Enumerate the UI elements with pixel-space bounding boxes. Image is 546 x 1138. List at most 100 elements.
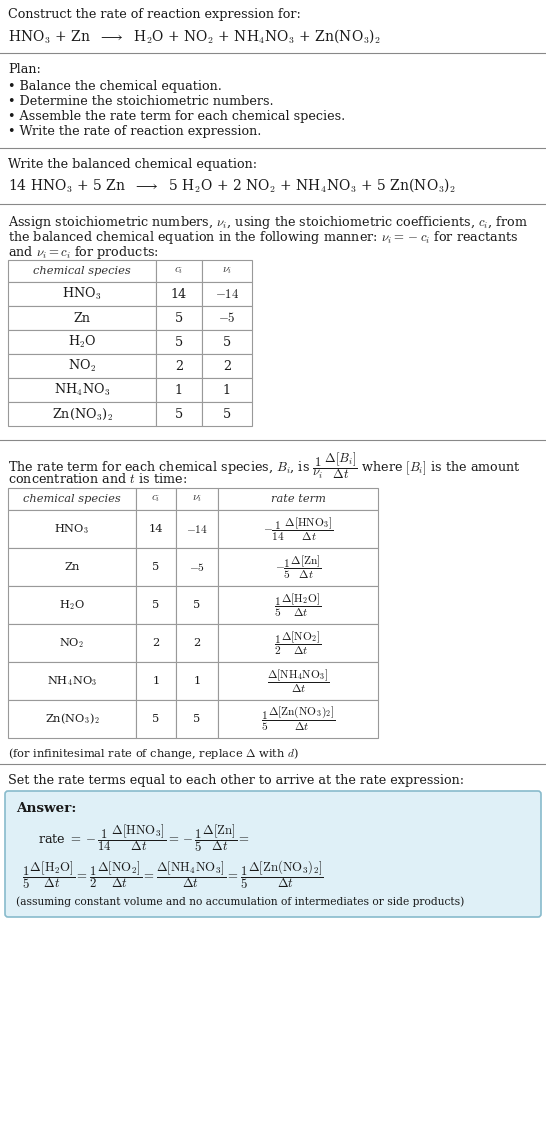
Bar [156,330,202,354]
Text: Plan:: Plan: [8,63,41,76]
Text: $\nu_i$: $\nu_i$ [192,494,202,504]
Text: $\dfrac{1}{5}\dfrac{\Delta[\mathrm{H_2O}]}{\Delta t}$: $\dfrac{1}{5}\dfrac{\Delta[\mathrm{H_2O}… [274,592,322,619]
Text: Assign stoichiometric numbers, $\nu_i$, using the stoichiometric coefficients, $: Assign stoichiometric numbers, $\nu_i$, … [8,214,528,231]
Text: 5: 5 [175,312,183,324]
Bar [8,662,136,700]
Bar [8,510,136,549]
Bar [176,549,218,586]
Bar [176,510,218,549]
Text: 5: 5 [152,714,159,724]
Bar [156,402,202,426]
Text: $\nu_i$: $\nu_i$ [222,265,232,277]
Bar [8,282,156,306]
Bar [136,700,176,739]
Text: $-5$: $-5$ [218,311,236,325]
Bar [156,378,202,402]
Bar [202,306,252,330]
Bar [136,510,176,549]
Bar [156,282,202,306]
Text: 5: 5 [223,407,231,421]
Text: chemical species: chemical species [23,494,121,504]
FancyBboxPatch shape [5,791,541,917]
Text: 5: 5 [193,714,200,724]
Text: 2: 2 [175,360,183,372]
Text: Zn(NO$_3$)$_2$: Zn(NO$_3$)$_2$ [45,711,99,726]
Text: Construct the rate of reaction expression for:: Construct the rate of reaction expressio… [8,8,301,20]
Text: 5: 5 [175,407,183,421]
Bar [202,402,252,426]
Text: $\dfrac{\Delta[\mathrm{NH_4NO_3}]}{\Delta t}$: $\dfrac{\Delta[\mathrm{NH_4NO_3}]}{\Delt… [266,667,329,695]
Bar [176,586,218,624]
Bar [8,330,156,354]
Text: rate $= -\dfrac{1}{14}\dfrac{\Delta[\mathrm{HNO_3}]}{\Delta t} = -\dfrac{1}{5}\d: rate $= -\dfrac{1}{14}\dfrac{\Delta[\mat… [38,822,250,854]
Text: H$_2$O: H$_2$O [59,599,85,612]
Bar [8,354,156,378]
Bar [176,488,218,510]
Text: 14: 14 [171,288,187,300]
Text: 2: 2 [193,638,200,648]
Bar [202,259,252,282]
Bar [218,700,378,739]
Text: $\dfrac{1}{5}\dfrac{\Delta[\mathrm{H_2O}]}{\Delta t} = \dfrac{1}{2}\dfrac{\Delta: $\dfrac{1}{5}\dfrac{\Delta[\mathrm{H_2O}… [22,858,324,891]
Text: (for infinitesimal rate of change, replace $\Delta$ with $d$): (for infinitesimal rate of change, repla… [8,747,299,761]
Text: 5: 5 [152,600,159,610]
Text: $-5$: $-5$ [189,561,205,574]
Text: $\dfrac{1}{2}\dfrac{\Delta[\mathrm{NO_2}]}{\Delta t}$: $\dfrac{1}{2}\dfrac{\Delta[\mathrm{NO_2}… [274,629,322,657]
Bar [218,488,378,510]
Text: The rate term for each chemical species, $B_i$, is $\dfrac{1}{\nu_i}\dfrac{\Delt: The rate term for each chemical species,… [8,450,521,481]
Text: HNO$_3$: HNO$_3$ [62,286,102,302]
Text: • Assemble the rate term for each chemical species.: • Assemble the rate term for each chemic… [8,110,345,123]
Text: (assuming constant volume and no accumulation of intermediates or side products): (assuming constant volume and no accumul… [16,896,465,907]
Text: H$_2$O: H$_2$O [68,333,96,351]
Bar [218,549,378,586]
Bar [202,354,252,378]
Text: NH$_4$NO$_3$: NH$_4$NO$_3$ [54,382,110,398]
Text: 5: 5 [152,562,159,572]
Text: HNO$_3$ + Zn  $\longrightarrow$  H$_2$O + NO$_2$ + NH$_4$NO$_3$ + Zn(NO$_3$)$_2$: HNO$_3$ + Zn $\longrightarrow$ H$_2$O + … [8,27,381,44]
Text: 5: 5 [193,600,200,610]
Bar [8,700,136,739]
Bar [202,282,252,306]
Bar [156,354,202,378]
Text: • Balance the chemical equation.: • Balance the chemical equation. [8,80,222,93]
Text: Zn: Zn [74,312,91,324]
Bar [8,488,136,510]
Bar [176,662,218,700]
Text: rate term: rate term [271,494,325,504]
Bar [218,662,378,700]
Bar [156,259,202,282]
Text: $-\dfrac{1}{5}\dfrac{\Delta[\mathrm{Zn}]}{\Delta t}$: $-\dfrac{1}{5}\dfrac{\Delta[\mathrm{Zn}]… [275,553,322,580]
Bar [8,378,156,402]
Bar [176,624,218,662]
Text: 14 HNO$_3$ + 5 Zn  $\longrightarrow$  5 H$_2$O + 2 NO$_2$ + NH$_4$NO$_3$ + 5 Zn(: 14 HNO$_3$ + 5 Zn $\longrightarrow$ 5 H$… [8,176,456,193]
Bar [218,586,378,624]
Text: HNO$_3$: HNO$_3$ [55,522,90,536]
Text: 1: 1 [175,384,183,396]
Bar [218,510,378,549]
Text: Zn(NO$_3$)$_2$: Zn(NO$_3$)$_2$ [51,406,112,422]
Bar [176,700,218,739]
Text: Set the rate terms equal to each other to arrive at the rate expression:: Set the rate terms equal to each other t… [8,774,464,787]
Bar [8,549,136,586]
Bar [8,624,136,662]
Text: NO$_2$: NO$_2$ [60,636,85,650]
Text: and $\nu_i = c_i$ for products:: and $\nu_i = c_i$ for products: [8,244,159,261]
Bar [202,378,252,402]
Text: 5: 5 [223,336,231,348]
Text: 5: 5 [175,336,183,348]
Text: $c_i$: $c_i$ [151,494,161,504]
Text: chemical species: chemical species [33,266,131,277]
Text: $-\dfrac{1}{14}\dfrac{\Delta[\mathrm{HNO_3}]}{\Delta t}$: $-\dfrac{1}{14}\dfrac{\Delta[\mathrm{HNO… [263,516,333,543]
Bar [136,662,176,700]
Text: 1: 1 [223,384,231,396]
Bar [136,549,176,586]
Bar [136,624,176,662]
Bar [8,259,156,282]
Text: 1: 1 [152,676,159,686]
Text: $\dfrac{1}{5}\dfrac{\Delta[\mathrm{Zn(NO_3)_2}]}{\Delta t}$: $\dfrac{1}{5}\dfrac{\Delta[\mathrm{Zn(NO… [260,704,335,733]
Text: 14: 14 [149,523,163,534]
Text: concentration and $t$ is time:: concentration and $t$ is time: [8,472,187,486]
Text: Answer:: Answer: [16,802,76,815]
Text: NO$_2$: NO$_2$ [68,358,96,374]
Bar [8,402,156,426]
